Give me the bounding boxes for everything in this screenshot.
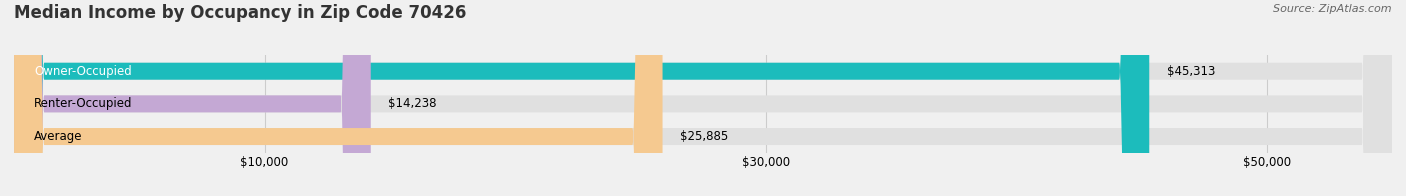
FancyBboxPatch shape — [14, 0, 1149, 196]
FancyBboxPatch shape — [14, 0, 1392, 196]
Text: Average: Average — [34, 130, 83, 143]
Text: $45,313: $45,313 — [1167, 65, 1215, 78]
Text: Owner-Occupied: Owner-Occupied — [34, 65, 132, 78]
Text: $14,238: $14,238 — [388, 97, 437, 110]
FancyBboxPatch shape — [14, 0, 371, 196]
Text: Renter-Occupied: Renter-Occupied — [34, 97, 132, 110]
FancyBboxPatch shape — [14, 0, 662, 196]
Text: Source: ZipAtlas.com: Source: ZipAtlas.com — [1274, 4, 1392, 14]
FancyBboxPatch shape — [14, 0, 1392, 196]
FancyBboxPatch shape — [14, 0, 1392, 196]
Text: Median Income by Occupancy in Zip Code 70426: Median Income by Occupancy in Zip Code 7… — [14, 4, 467, 22]
Text: $25,885: $25,885 — [681, 130, 728, 143]
